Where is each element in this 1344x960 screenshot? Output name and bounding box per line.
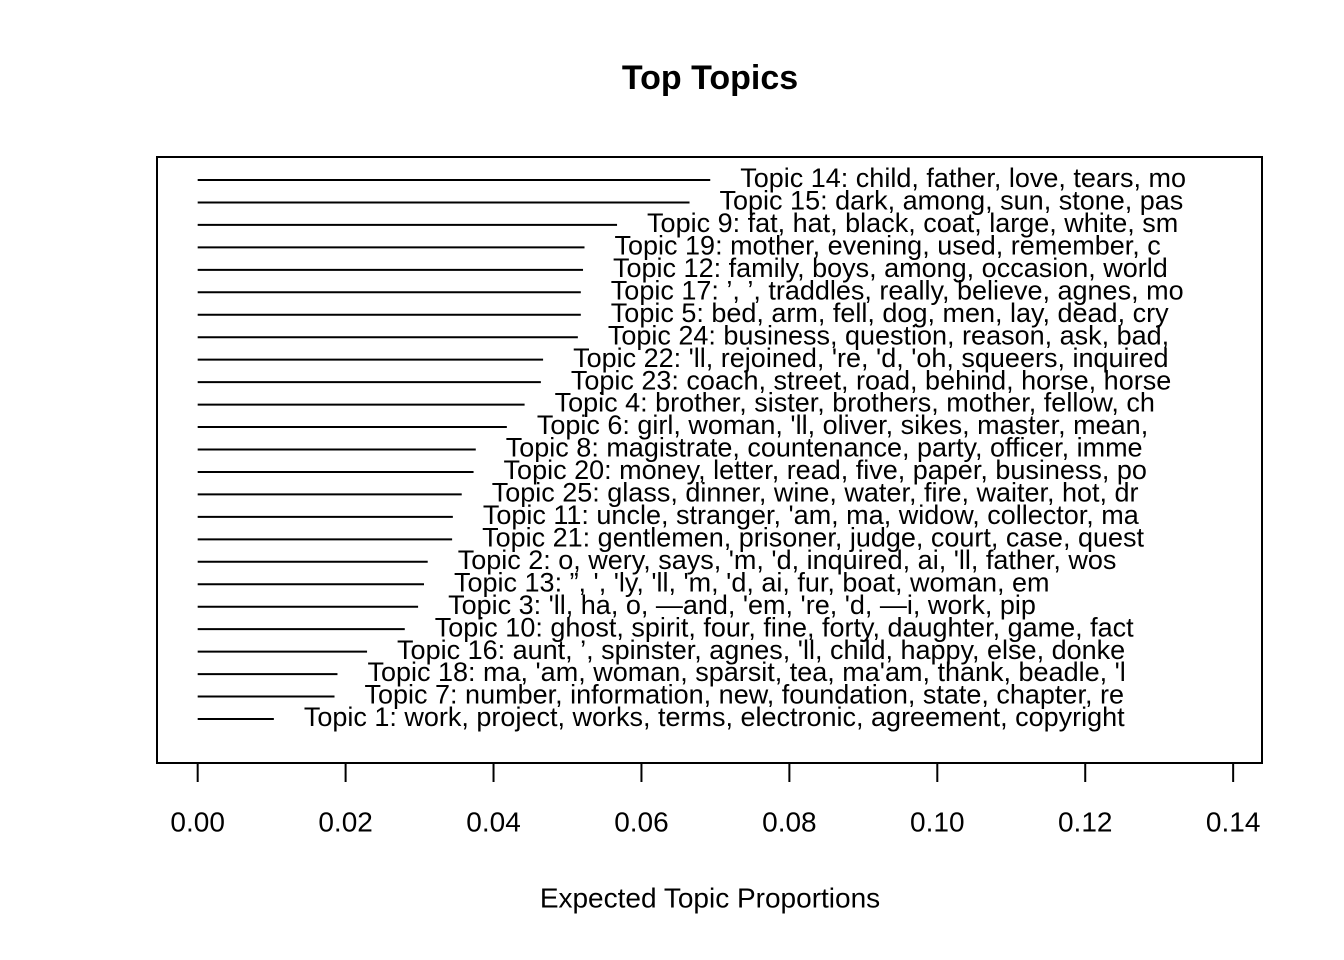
x-tick-label: 0.04 xyxy=(466,806,521,837)
topic-label: Topic 8: magistrate, countenance, party,… xyxy=(506,433,1143,463)
x-tick-label: 0.02 xyxy=(318,806,373,837)
x-tick-label: 0.00 xyxy=(170,806,225,837)
topic-label: Topic 22: 'll, rejoined, 're, 'd, 'oh, s… xyxy=(573,343,1168,373)
topic-label: Topic 25: glass, dinner, wine, water, fi… xyxy=(492,478,1139,508)
topic-label: Topic 7: number, information, new, found… xyxy=(365,680,1124,710)
topic-label: Topic 24: business, question, reason, as… xyxy=(608,320,1169,350)
topic-label: Topic 17: ’, ’, traddles, really, believ… xyxy=(611,275,1184,305)
labels: Topic 14: child, father, love, tears, mo… xyxy=(304,163,1186,732)
plot-box xyxy=(156,156,1263,764)
topic-label: Topic 23: coach, street, road, behind, h… xyxy=(571,365,1171,395)
topic-label: Topic 11: uncle, stranger, 'am, ma, wido… xyxy=(483,500,1140,530)
topic-label: Topic 19: mother, evening, used, remembe… xyxy=(615,231,1161,261)
topic-label: Topic 12: family, boys, among, occasion,… xyxy=(613,253,1168,283)
topic-label: Topic 15: dark, among, sun, stone, pas xyxy=(720,186,1184,216)
topic-label: Topic 18: ma, 'am, woman, sparsit, tea, … xyxy=(367,657,1125,687)
topic-label: Topic 16: aunt, ’, spinster, agnes, 'll,… xyxy=(397,635,1125,665)
topic-label: Topic 2: o, wery, says, 'm, 'd, inquired… xyxy=(458,545,1117,575)
topic-label: Topic 5: bed, arm, fell, dog, men, lay, … xyxy=(611,298,1169,328)
topic-label: Topic 9: fat, hat, black, coat, large, w… xyxy=(647,208,1178,238)
x-tick-label: 0.08 xyxy=(762,806,817,837)
topic-label: Topic 3: 'll, ha, o, —and, 'em, 're, 'd,… xyxy=(448,590,1036,620)
topic-label: Topic 1: work, project, works, terms, el… xyxy=(304,702,1125,732)
x-tick-label: 0.10 xyxy=(910,806,965,837)
topic-label: Topic 10: ghost, spirit, four, fine, for… xyxy=(435,612,1134,642)
topic-label: Topic 21: gentlemen, prisoner, judge, co… xyxy=(482,522,1144,552)
x-tick-label: 0.06 xyxy=(614,806,669,837)
topic-label: Topic 20: money, letter, read, five, pap… xyxy=(504,455,1147,485)
x-axis-label: Expected Topic Proportions xyxy=(540,882,880,913)
topic-label: Topic 6: girl, woman, 'll, oliver, sikes… xyxy=(537,410,1148,440)
chart-title: Top Topics xyxy=(622,59,798,97)
topic-label: Topic 13: ”, ', 'ly, 'll, 'm, 'd, ai, fu… xyxy=(454,567,1049,597)
topic-label: Topic 14: child, father, love, tears, mo xyxy=(740,163,1186,193)
x-tick-label: 0.12 xyxy=(1058,806,1113,837)
x-tick-label: 0.14 xyxy=(1206,806,1261,837)
topic-label: Topic 4: brother, sister, brothers, moth… xyxy=(555,388,1155,418)
